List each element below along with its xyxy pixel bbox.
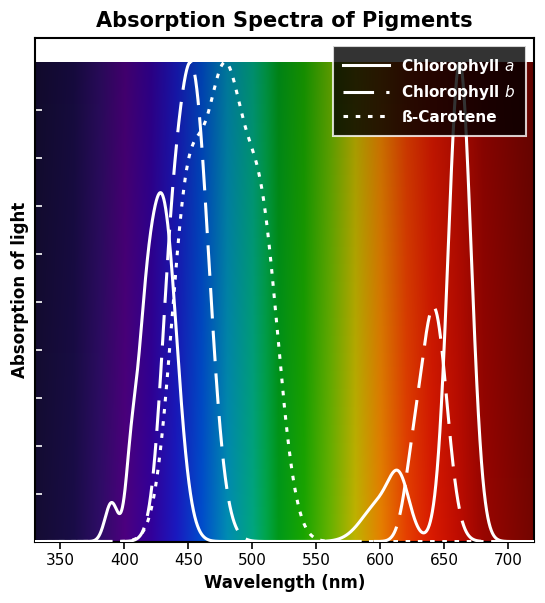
Legend: Chlorophyll $a$, Chlorophyll $b$, ß-Carotene: Chlorophyll $a$, Chlorophyll $b$, ß-Caro… xyxy=(332,46,526,136)
Title: Absorption Spectra of Pigments: Absorption Spectra of Pigments xyxy=(96,11,473,31)
Y-axis label: Absorption of light: Absorption of light xyxy=(11,202,29,378)
X-axis label: Wavelength (nm): Wavelength (nm) xyxy=(204,574,365,592)
